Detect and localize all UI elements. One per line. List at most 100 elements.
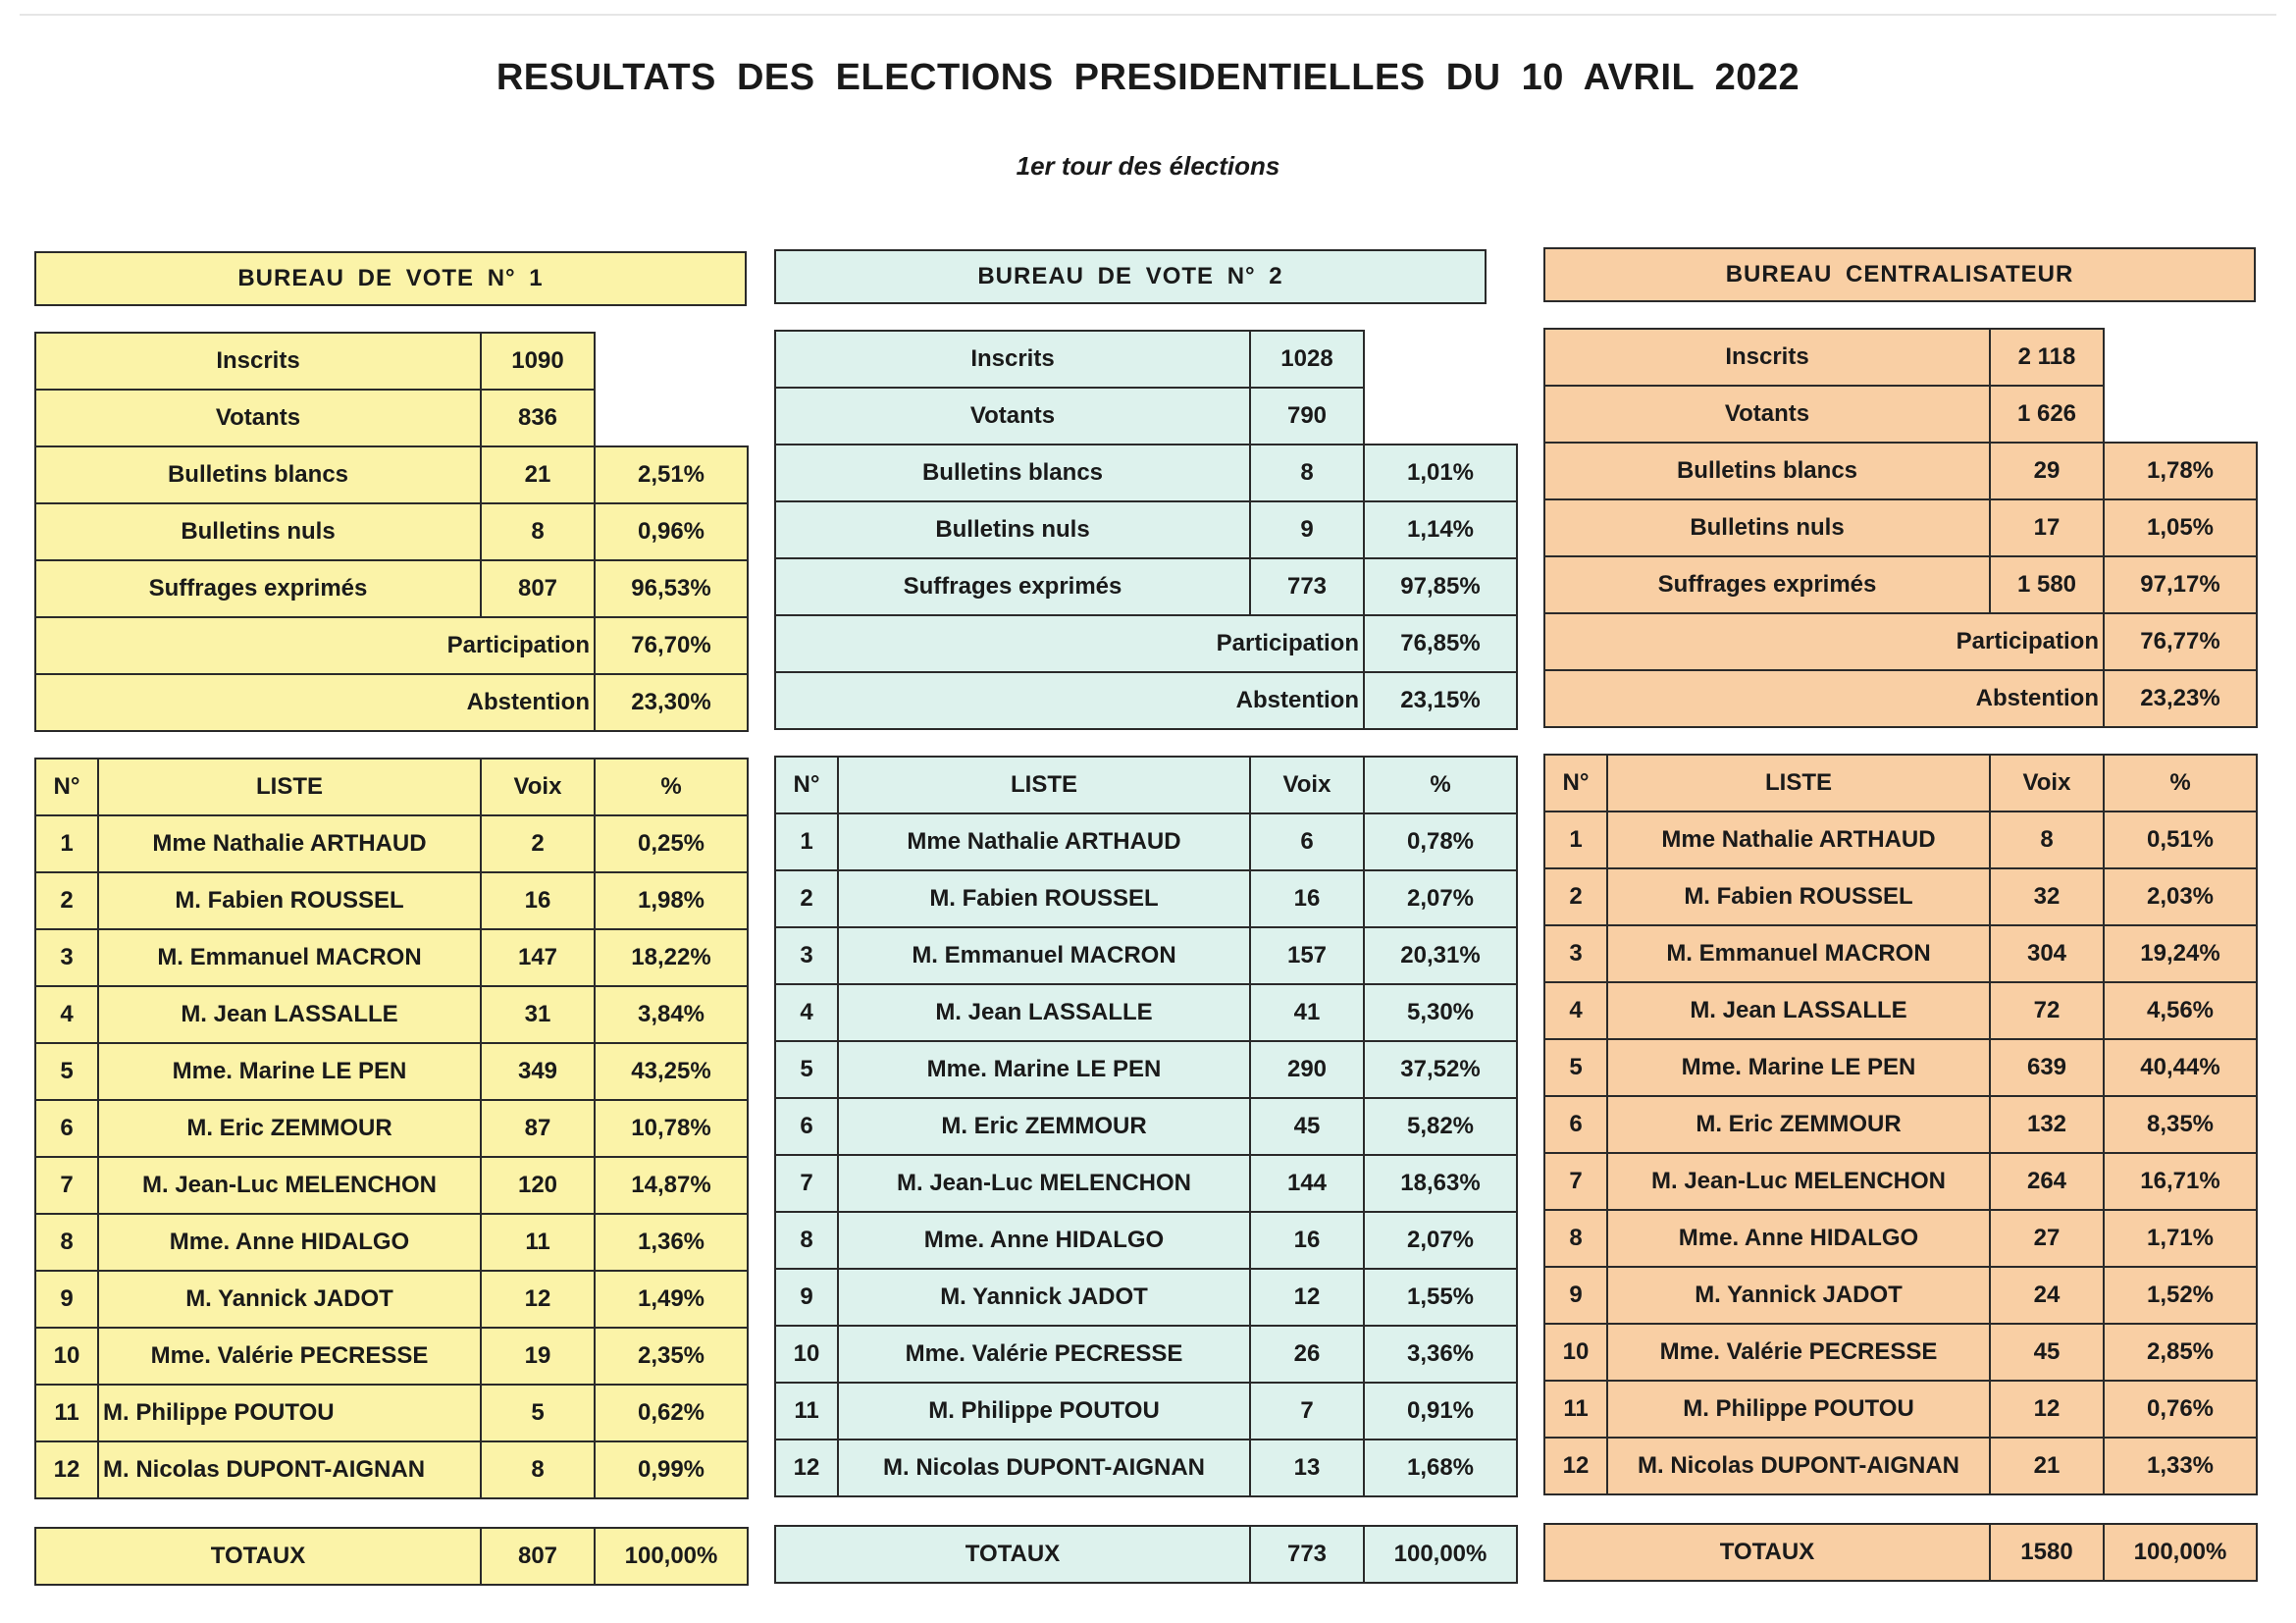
table-row: 9 M. Yannick JADOT 24 1,52% (1543, 1266, 2258, 1325)
abstention-label: Abstention (34, 673, 596, 732)
cand-voix: 5 (480, 1384, 596, 1442)
exprimes-label: Suffrages exprimés (1543, 555, 1991, 614)
total-pct: 100,00% (2103, 1523, 2258, 1582)
cand-voix: 16 (1249, 869, 1365, 928)
row-abstention: Abstention 23,30% (34, 673, 749, 732)
row-nuls: Bulletins nuls 17 1,05% (1543, 498, 2258, 557)
cand-pct: 8,35% (2103, 1095, 2258, 1154)
cand-pct: 5,82% (1363, 1097, 1518, 1156)
inscrits-value: 1090 (480, 332, 596, 391)
exprimes-pct: 97,85% (1363, 557, 1518, 616)
cand-name: M. Jean-Luc MELENCHON (837, 1154, 1251, 1213)
cand-num: 6 (774, 1097, 839, 1156)
cand-pct: 2,35% (594, 1327, 749, 1386)
table-row: 8 Mme. Anne HIDALGO 27 1,71% (1543, 1209, 2258, 1268)
total-pct: 100,00% (594, 1527, 749, 1586)
bureau-1: BUREAU DE VOTE N° 1 Inscrits 1090 Votant… (34, 251, 749, 1586)
cand-num: 5 (774, 1040, 839, 1099)
cand-num: 1 (34, 814, 99, 873)
cand-name: M. Nicolas DUPONT-AIGNAN (837, 1439, 1251, 1497)
top-rule (20, 14, 2276, 16)
cand-pct: 0,99% (594, 1440, 749, 1499)
participation-pct: 76,85% (1363, 614, 1518, 673)
inscrits-value: 2 118 (1989, 328, 2105, 387)
cand-pct: 0,51% (2103, 811, 2258, 869)
cand-num: 5 (1543, 1038, 1608, 1097)
cand-voix: 349 (480, 1042, 596, 1101)
cand-pct: 0,91% (1363, 1382, 1518, 1440)
cand-voix: 45 (1989, 1323, 2105, 1382)
cand-num: 11 (1543, 1380, 1608, 1439)
cand-name: M. Jean-Luc MELENCHON (97, 1156, 482, 1215)
cand-voix: 24 (1989, 1266, 2105, 1325)
cand-num: 4 (774, 983, 839, 1042)
cand-voix: 16 (1249, 1211, 1365, 1270)
row-votants: Votants 836 (34, 389, 748, 447)
cand-name: Mme. Anne HIDALGO (837, 1211, 1251, 1270)
col-pct-header: % (1363, 756, 1518, 814)
totaux-label: TOTAUX (34, 1527, 482, 1586)
cand-voix: 26 (1249, 1325, 1365, 1384)
cand-num: 8 (774, 1211, 839, 1270)
cand-name: Mme. Valérie PECRESSE (1606, 1323, 1991, 1382)
cand-voix: 132 (1989, 1095, 2105, 1154)
cand-name: Mme. Valérie PECRESSE (837, 1325, 1251, 1384)
cand-voix: 87 (480, 1099, 596, 1158)
abstention-pct: 23,15% (1363, 671, 1518, 730)
cand-pct: 2,03% (2103, 867, 2258, 926)
cand-name: Mme Nathalie ARTHAUD (837, 812, 1251, 871)
cand-voix: 12 (1249, 1268, 1365, 1327)
cand-voix: 8 (480, 1440, 596, 1499)
table-row: 6 M. Eric ZEMMOUR 87 10,78% (34, 1099, 749, 1158)
empty-cell (595, 390, 748, 446)
cand-pct: 2,85% (2103, 1323, 2258, 1382)
cand-name: Mme Nathalie ARTHAUD (97, 814, 482, 873)
row-participation: Participation 76,70% (34, 616, 749, 675)
cand-voix: 31 (480, 985, 596, 1044)
cand-num: 7 (1543, 1152, 1608, 1211)
table-row: 8 Mme. Anne HIDALGO 11 1,36% (34, 1213, 749, 1272)
cand-name: M. Emmanuel MACRON (97, 928, 482, 987)
exprimes-label: Suffrages exprimés (34, 559, 482, 618)
cand-num: 1 (774, 812, 839, 871)
inscrits-label: Inscrits (1543, 328, 1991, 387)
cand-voix: 12 (480, 1270, 596, 1329)
exprimes-value: 773 (1249, 557, 1365, 616)
cand-voix: 6 (1249, 812, 1365, 871)
cand-pct: 16,71% (2103, 1152, 2258, 1211)
cand-pct: 0,25% (594, 814, 749, 873)
abstention-label: Abstention (774, 671, 1365, 730)
cand-pct: 5,30% (1363, 983, 1518, 1042)
cand-name: Mme Nathalie ARTHAUD (1606, 811, 1991, 869)
empty-cell (2104, 386, 2257, 443)
table-row: 4 M. Jean LASSALLE 41 5,30% (774, 983, 1518, 1042)
cand-num: 2 (1543, 867, 1608, 926)
exprimes-value: 1 580 (1989, 555, 2105, 614)
cand-name: M. Emmanuel MACRON (1606, 924, 1991, 983)
inscrits-label: Inscrits (774, 330, 1251, 389)
cand-num: 6 (34, 1099, 99, 1158)
cand-num: 11 (34, 1384, 99, 1442)
row-participation: Participation 76,77% (1543, 612, 2258, 671)
col-voix-header: Voix (1249, 756, 1365, 814)
cand-voix: 157 (1249, 926, 1365, 985)
table-row: 3 M. Emmanuel MACRON 304 19,24% (1543, 924, 2258, 983)
blancs-label: Bulletins blancs (34, 445, 482, 504)
blancs-pct: 1,01% (1363, 444, 1518, 502)
cand-voix: 147 (480, 928, 596, 987)
inscrits-value: 1028 (1249, 330, 1365, 389)
cand-num: 7 (34, 1156, 99, 1215)
cand-num: 3 (1543, 924, 1608, 983)
nuls-value: 9 (1249, 500, 1365, 559)
stats-table: Inscrits 1090 Votants 836 Bulletins blan… (34, 332, 749, 732)
nuls-label: Bulletins nuls (34, 502, 482, 561)
cand-name: M. Eric ZEMMOUR (1606, 1095, 1991, 1154)
cand-voix: 16 (480, 871, 596, 930)
table-row: 11 M. Philippe POUTOU 12 0,76% (1543, 1380, 2258, 1439)
votants-label: Votants (34, 389, 482, 447)
votants-value: 790 (1249, 387, 1365, 445)
cand-num: 9 (774, 1268, 839, 1327)
cand-name: M. Jean LASSALLE (837, 983, 1251, 1042)
col-liste-header: LISTE (1606, 754, 1991, 812)
table-row: 4 M. Jean LASSALLE 31 3,84% (34, 985, 749, 1044)
